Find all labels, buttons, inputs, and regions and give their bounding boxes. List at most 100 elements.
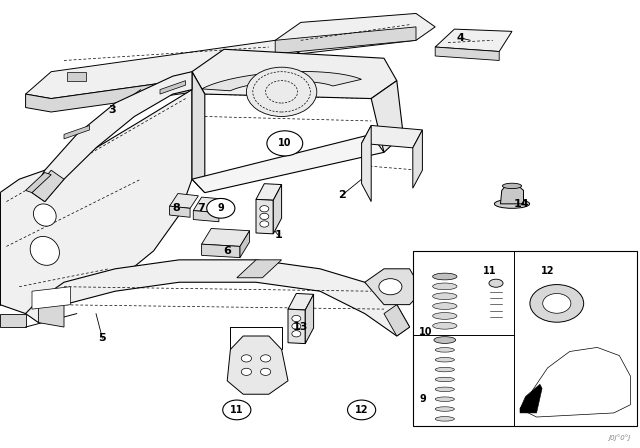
Polygon shape — [192, 134, 384, 193]
Ellipse shape — [435, 417, 454, 421]
Ellipse shape — [435, 387, 454, 392]
Polygon shape — [362, 125, 422, 148]
Circle shape — [241, 368, 252, 375]
Polygon shape — [26, 67, 275, 112]
Circle shape — [267, 131, 303, 156]
Polygon shape — [192, 49, 397, 99]
Polygon shape — [38, 300, 64, 327]
Text: 12: 12 — [355, 405, 369, 415]
Ellipse shape — [434, 337, 456, 343]
Polygon shape — [305, 294, 314, 344]
Circle shape — [292, 331, 301, 337]
Polygon shape — [202, 244, 240, 258]
Circle shape — [207, 198, 235, 218]
Polygon shape — [362, 125, 371, 202]
Polygon shape — [237, 260, 282, 278]
Polygon shape — [288, 293, 314, 310]
Polygon shape — [384, 305, 410, 336]
Polygon shape — [32, 72, 192, 202]
Text: 11: 11 — [483, 266, 497, 276]
Polygon shape — [193, 211, 219, 222]
Text: 5: 5 — [99, 333, 106, 343]
Text: 1: 1 — [275, 230, 282, 240]
Ellipse shape — [433, 323, 457, 329]
Text: 10: 10 — [278, 138, 292, 148]
Ellipse shape — [502, 183, 522, 189]
Ellipse shape — [494, 199, 530, 208]
Polygon shape — [413, 130, 422, 188]
Text: 10: 10 — [419, 327, 433, 336]
Circle shape — [260, 355, 271, 362]
Polygon shape — [435, 29, 512, 52]
Circle shape — [379, 279, 402, 295]
Polygon shape — [500, 186, 524, 204]
Polygon shape — [192, 72, 205, 193]
Polygon shape — [275, 13, 435, 54]
Text: 9: 9 — [218, 203, 224, 213]
Ellipse shape — [433, 273, 457, 280]
Ellipse shape — [489, 279, 503, 287]
Text: 12: 12 — [541, 266, 554, 276]
Polygon shape — [32, 287, 70, 309]
Text: 4: 4 — [457, 33, 465, 43]
Polygon shape — [227, 336, 288, 394]
Circle shape — [260, 368, 271, 375]
FancyBboxPatch shape — [413, 251, 637, 426]
Text: 2: 2 — [339, 190, 346, 200]
Ellipse shape — [435, 397, 454, 401]
Polygon shape — [273, 185, 282, 234]
Polygon shape — [202, 72, 362, 91]
Circle shape — [260, 221, 269, 227]
Polygon shape — [0, 90, 192, 314]
Polygon shape — [193, 197, 227, 213]
Polygon shape — [26, 172, 51, 193]
Circle shape — [223, 400, 251, 420]
Text: 11: 11 — [230, 405, 244, 415]
Text: 13: 13 — [293, 322, 308, 332]
Polygon shape — [520, 384, 542, 413]
Polygon shape — [371, 81, 403, 152]
Ellipse shape — [433, 313, 457, 319]
Text: 7: 7 — [198, 203, 205, 213]
Circle shape — [292, 315, 301, 322]
Polygon shape — [288, 309, 305, 344]
Ellipse shape — [435, 377, 454, 382]
Polygon shape — [256, 199, 273, 234]
Ellipse shape — [435, 358, 454, 362]
Text: 3: 3 — [108, 105, 116, 115]
Polygon shape — [32, 170, 64, 202]
Ellipse shape — [433, 293, 457, 300]
Circle shape — [260, 213, 269, 220]
Ellipse shape — [435, 348, 454, 352]
Polygon shape — [202, 228, 250, 246]
Polygon shape — [365, 269, 422, 305]
Polygon shape — [67, 72, 86, 81]
Polygon shape — [170, 194, 198, 208]
Polygon shape — [0, 314, 26, 327]
Polygon shape — [234, 54, 253, 63]
Circle shape — [292, 323, 301, 329]
Ellipse shape — [433, 283, 457, 290]
Text: 6: 6 — [223, 246, 231, 256]
Circle shape — [241, 355, 252, 362]
Circle shape — [260, 206, 269, 212]
Polygon shape — [26, 40, 301, 99]
Ellipse shape — [435, 407, 454, 411]
Ellipse shape — [435, 367, 454, 372]
Polygon shape — [26, 260, 410, 336]
Ellipse shape — [433, 303, 457, 310]
Circle shape — [543, 293, 571, 313]
Polygon shape — [435, 47, 499, 60]
Text: 8: 8 — [172, 203, 180, 213]
Text: J0J°0°J: J0J°0°J — [608, 435, 630, 441]
Ellipse shape — [33, 204, 56, 226]
Polygon shape — [240, 231, 250, 258]
Circle shape — [348, 400, 376, 420]
Polygon shape — [275, 27, 416, 54]
Polygon shape — [160, 81, 186, 94]
Polygon shape — [256, 184, 282, 200]
Ellipse shape — [30, 237, 60, 265]
Text: 9: 9 — [419, 394, 426, 404]
Polygon shape — [170, 206, 190, 217]
Polygon shape — [64, 125, 90, 139]
